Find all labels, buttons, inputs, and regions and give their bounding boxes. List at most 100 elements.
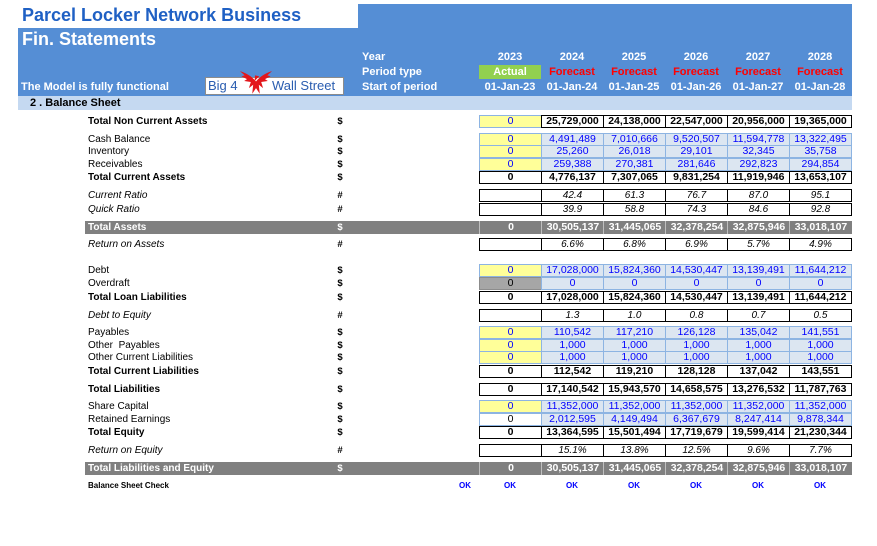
cell-total-current-assets-2025: 7,307,065 <box>603 171 666 184</box>
cell-total-non-current-assets-2027: 20,956,000 <box>727 115 790 128</box>
cell-debt-2026[interactable]: 14,530,447 <box>665 264 728 277</box>
cell-debt-2028[interactable]: 11,644,212 <box>789 264 852 277</box>
cell-retained-earnings-2026[interactable]: 6,367,679 <box>665 413 728 426</box>
cell-total-current-liabilities-2027: 137,042 <box>727 365 790 378</box>
cell-total-equity-2025: 15,501,494 <box>603 426 666 439</box>
cell-payables-2025[interactable]: 117,210 <box>603 326 666 339</box>
cell-retained-earnings-2024[interactable]: 2,012,595 <box>541 413 604 426</box>
cell-current-ratio-2024: 42.4 <box>541 189 604 202</box>
cell-share-capital-2024[interactable]: 11,352,000 <box>541 400 604 413</box>
cell-other-current-liabilities-2027[interactable]: 1,000 <box>727 351 790 364</box>
cell-total-liabilities-and-equity-2026: 32,378,254 <box>665 462 728 475</box>
cell-total-liabilities-2024: 17,140,542 <box>541 383 604 396</box>
cell-inventory-2023[interactable]: 0 <box>479 145 542 158</box>
cell-receivables-2026[interactable]: 281,646 <box>665 158 728 171</box>
cell-debt-2027[interactable]: 13,139,491 <box>727 264 790 277</box>
check-ok-2026: OK <box>690 481 702 490</box>
cell-return-on-assets-2025: 6.8% <box>603 238 666 251</box>
cell-other-current-liabilities-2023[interactable]: 0 <box>479 351 542 364</box>
unit-total-non-current-assets: $ <box>337 116 343 127</box>
cell-total-current-assets-2027: 11,919,946 <box>727 171 790 184</box>
cell-share-capital-2026[interactable]: 11,352,000 <box>665 400 728 413</box>
row-label-receivables: Receivables <box>88 159 143 170</box>
period-year-2025: 2025 <box>621 51 647 63</box>
cell-total-non-current-assets-2023[interactable]: 0 <box>479 115 542 128</box>
cell-receivables-2028[interactable]: 294,854 <box>789 158 852 171</box>
period-type-label: Period type <box>362 66 422 78</box>
cell-overdraft-2024[interactable]: 0 <box>541 277 604 290</box>
unit-debt-to-equity: # <box>337 310 343 321</box>
cell-total-equity-2028: 21,230,344 <box>789 426 852 439</box>
cell-retained-earnings-2027[interactable]: 8,247,414 <box>727 413 790 426</box>
cell-share-capital-2028[interactable]: 11,352,000 <box>789 400 852 413</box>
row-label-total-equity: Total Equity <box>88 427 145 438</box>
cell-inventory-2024[interactable]: 25,260 <box>541 145 604 158</box>
balance-sheet-check-label: Balance Sheet Check <box>88 481 169 490</box>
eagle-logo-icon <box>239 67 273 96</box>
check-ok-overall: OK <box>459 481 471 490</box>
cell-receivables-2027[interactable]: 292,823 <box>727 158 790 171</box>
unit-total-liabilities-and-equity: $ <box>337 463 343 474</box>
row-label-share-capital: Share Capital <box>88 401 149 412</box>
cell-return-on-assets-2028: 4.9% <box>789 238 852 251</box>
cell-payables-2027[interactable]: 135,042 <box>727 326 790 339</box>
cell-overdraft-2026[interactable]: 0 <box>665 277 728 290</box>
cell-current-ratio-2027: 87.0 <box>727 189 790 202</box>
period-start-2025: 01-Jan-25 <box>608 81 660 93</box>
cell-share-capital-2023[interactable]: 0 <box>479 400 542 413</box>
period-type-2027: Forecast <box>735 66 781 78</box>
cell-receivables-2025[interactable]: 270,381 <box>603 158 666 171</box>
row-label-total-liabilities-and-equity: Total Liabilities and Equity <box>88 463 214 474</box>
cell-debt-to-equity-2027: 0.7 <box>727 309 790 322</box>
period-type-2025: Forecast <box>611 66 657 78</box>
cell-total-liabilities-and-equity-2027: 32,875,946 <box>727 462 790 475</box>
cell-quick-ratio-2023 <box>479 203 542 216</box>
cell-other-current-liabilities-2025[interactable]: 1,000 <box>603 351 666 364</box>
cell-debt-2025[interactable]: 15,824,360 <box>603 264 666 277</box>
cell-overdraft-2028[interactable]: 0 <box>789 277 852 290</box>
cell-debt-to-equity-2023 <box>479 309 542 322</box>
cell-receivables-2024[interactable]: 259,388 <box>541 158 604 171</box>
cell-share-capital-2025[interactable]: 11,352,000 <box>603 400 666 413</box>
row-label-total-loan-liabilities: Total Loan Liabilities <box>88 292 187 303</box>
cell-other-current-liabilities-2026[interactable]: 1,000 <box>665 351 728 364</box>
period-year-2023: 2023 <box>497 51 523 63</box>
cell-inventory-2028[interactable]: 35,758 <box>789 145 852 158</box>
cell-payables-2024[interactable]: 110,542 <box>541 326 604 339</box>
cell-inventory-2026[interactable]: 29,101 <box>665 145 728 158</box>
cell-total-liabilities-and-equity-2025: 31,445,065 <box>603 462 666 475</box>
row-label-debt-to-equity: Debt to Equity <box>88 310 151 321</box>
row-label-quick-ratio: Quick Ratio <box>88 204 140 215</box>
year-label: Year <box>362 51 386 63</box>
cell-inventory-2027[interactable]: 32,345 <box>727 145 790 158</box>
cell-debt-2024[interactable]: 17,028,000 <box>541 264 604 277</box>
cell-total-non-current-assets-2028: 19,365,000 <box>789 115 852 128</box>
cell-inventory-2025[interactable]: 26,018 <box>603 145 666 158</box>
cell-share-capital-2027[interactable]: 11,352,000 <box>727 400 790 413</box>
cell-quick-ratio-2025: 58.8 <box>603 203 666 216</box>
row-label-return-on-assets: Return on Assets <box>88 239 165 250</box>
unit-total-equity: $ <box>337 427 343 438</box>
unit-return-on-assets: # <box>337 239 343 250</box>
cell-overdraft-2027[interactable]: 0 <box>727 277 790 290</box>
cell-total-loan-liabilities-2028: 11,644,212 <box>789 291 852 304</box>
cell-payables-2028[interactable]: 141,551 <box>789 326 852 339</box>
cell-other-current-liabilities-2024[interactable]: 1,000 <box>541 351 604 364</box>
cell-overdraft-2025[interactable]: 0 <box>603 277 666 290</box>
unit-total-liabilities: $ <box>337 384 343 395</box>
cell-payables-2026[interactable]: 126,128 <box>665 326 728 339</box>
cell-debt-2023[interactable]: 0 <box>479 264 542 277</box>
unit-inventory: $ <box>337 146 343 157</box>
cell-payables-2023[interactable]: 0 <box>479 326 542 339</box>
check-ok-2024: OK <box>566 481 578 490</box>
total-band-total-assets <box>85 221 852 234</box>
cell-receivables-2023[interactable]: 0 <box>479 158 542 171</box>
cell-other-current-liabilities-2028[interactable]: 1,000 <box>789 351 852 364</box>
cell-retained-earnings-2025[interactable]: 4,149,494 <box>603 413 666 426</box>
cell-retained-earnings-2028[interactable]: 9,878,344 <box>789 413 852 426</box>
unit-overdraft: $ <box>337 278 343 289</box>
unit-total-assets: $ <box>337 222 343 233</box>
row-label-total-non-current-assets: Total Non Current Assets <box>88 116 208 127</box>
cell-return-on-assets-2024: 6.6% <box>541 238 604 251</box>
cell-total-non-current-assets-2024: 25,729,000 <box>541 115 604 128</box>
